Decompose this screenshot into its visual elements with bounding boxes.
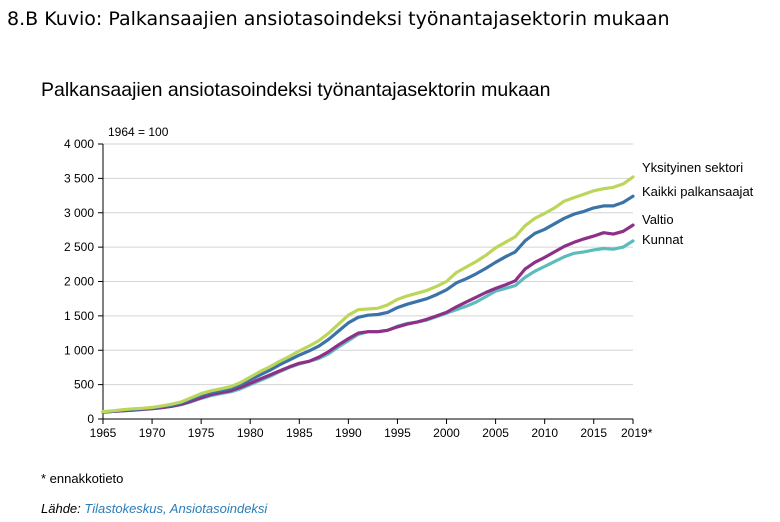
series-label-yksityinen: Yksityinen sektori	[642, 160, 743, 175]
series-label-kunnat: Kunnat	[642, 232, 684, 247]
x-tick-label: 1995	[384, 426, 411, 440]
series-line-kunnat	[101, 239, 635, 414]
x-tick-label: 2005	[482, 426, 509, 440]
series-lines	[101, 175, 635, 414]
x-tick-label: 2015	[580, 426, 607, 440]
footnote: * ennakkotieto	[41, 471, 124, 486]
axes	[98, 143, 634, 424]
y-tick-label: 1 500	[64, 309, 94, 323]
series-line-yksityinen	[101, 175, 635, 414]
unit-label: 1964 = 100	[108, 125, 169, 139]
y-tick-label: 4 000	[64, 137, 94, 151]
x-tick-label: 1970	[139, 426, 166, 440]
grid-lines	[103, 143, 633, 386]
x-tick-label: 1980	[237, 426, 264, 440]
page-heading: 8.B Kuvio: Palkansaajien ansiotasoindeks…	[7, 8, 670, 30]
source-line: Lähde: Tilastokeskus, Ansiotasoindeksi	[41, 501, 267, 516]
y-tick-label: 0	[87, 412, 94, 426]
x-tick-label: 2019*	[621, 426, 653, 440]
series-line-kaikki	[101, 194, 635, 414]
series-label-kaikki: Kaikki palkansaajat	[642, 184, 754, 199]
series-line-valtio	[101, 223, 635, 414]
x-tick-label: 1990	[335, 426, 362, 440]
y-tick-label: 2 000	[64, 275, 94, 289]
x-tick-label: 1975	[188, 426, 215, 440]
source-links[interactable]: Tilastokeskus, Ansiotasoindeksi	[84, 501, 268, 516]
y-tick-label: 2 500	[64, 240, 94, 254]
x-tick-label: 1985	[286, 426, 313, 440]
x-tick-label: 1965	[90, 426, 117, 440]
y-tick-label: 500	[74, 378, 94, 392]
source-label: Lähde:	[41, 501, 81, 516]
y-tick-label: 3 000	[64, 206, 94, 220]
y-tick-label: 3 500	[64, 171, 94, 185]
x-tick-label: 2000	[433, 426, 460, 440]
x-tick-label: 2010	[531, 426, 558, 440]
series-labels: Yksityinen sektori Kaikki palkansaajat Val…	[642, 160, 754, 247]
tick-labels: 0 500 1 000 1 500 2 000 2 500 3 000 3 500 4 000 1…	[64, 137, 653, 440]
chart-title: Palkansaajien ansiotasoindeksi työnantaj…	[41, 79, 551, 101]
series-label-valtio: Valtio	[642, 212, 674, 227]
y-tick-label: 1 000	[64, 343, 94, 357]
